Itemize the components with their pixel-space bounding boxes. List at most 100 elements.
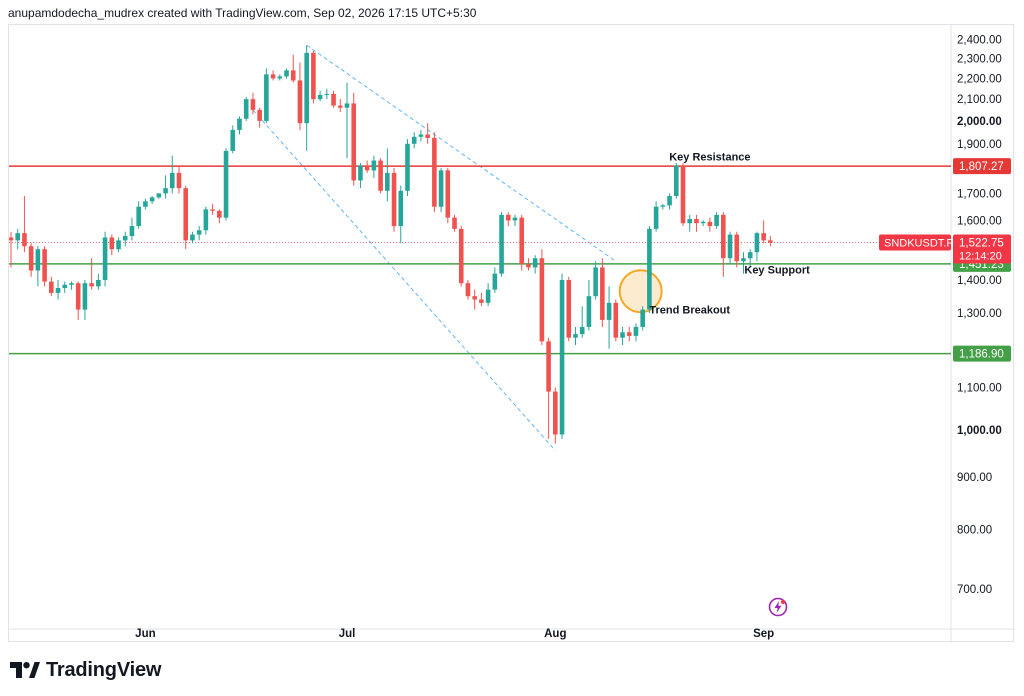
x-tick-label: Sep [753,628,774,640]
candle-body [136,206,141,227]
candle-body [573,334,578,338]
last-price-label: 1,522.75 [959,237,1004,249]
candle-body [714,214,719,227]
candle-body [458,228,464,284]
y-tick-label: 1,100.00 [957,382,1002,394]
candle-body [82,283,88,310]
candle-body [694,219,699,224]
y-tick-label: 1,400.00 [957,275,1002,287]
candle-body [606,302,612,320]
candle-body [49,281,54,293]
candlestick-chart[interactable]: 2,400.00 2,300.00 2,200.00 2,100.00 2,000.00… [9,25,1015,643]
candle-body [311,52,316,100]
y-tick-label: 1,600.00 [957,215,1002,227]
candle-body [593,267,598,297]
candle-body [385,172,390,191]
candle-body [707,221,713,227]
candle-body [586,296,592,327]
candle-body [62,284,68,288]
candle-body [653,206,659,229]
candle-body [55,287,61,293]
candle-body [129,226,135,237]
candle-body [210,209,215,211]
candle-body [432,137,437,207]
tradingview-brand: TradingView [10,658,161,682]
candle-body [22,233,27,247]
candle-body [633,326,639,336]
candle-body [324,93,330,95]
y-tick-label: 2,200.00 [957,73,1002,85]
chart-caption: anupamdodecha_mudrex created with Tradin… [8,6,477,20]
lightning-icon[interactable] [768,597,788,617]
candle-body [445,170,451,218]
candle-body [196,230,202,235]
candle-body [15,233,21,241]
candle-body [371,160,377,171]
channel-lower-line [252,109,556,451]
candle-body [398,190,404,227]
candle-body [243,99,249,119]
candle-body [203,209,209,231]
candle-body [304,52,309,124]
candle-body [600,267,605,320]
candle-body [116,240,121,250]
x-tick-label: Jun [135,628,155,640]
candle-body [270,74,276,79]
y-tick-label: 800.00 [957,524,992,536]
candle-body [741,258,746,262]
candle-body [546,341,551,392]
candle-body [700,221,706,224]
candle-body [640,309,645,327]
tradingview-logo-icon [10,662,40,678]
candle-body [425,134,430,138]
y-tick-label: 900.00 [957,472,992,484]
y-tick-label: 2,400.00 [957,35,1002,47]
candle-body [472,296,477,300]
candle-body [505,214,511,221]
countdown-label: 12:14:20 [959,250,1002,262]
candle-body [492,273,498,290]
candle-body [673,165,679,197]
y-tick-label: 2,300.00 [957,54,1002,66]
candle-body [169,172,175,189]
annotation-label: Trend Breakout [649,305,730,317]
x-tick-label: Aug [544,628,566,640]
candle-body [452,217,457,229]
candle-body [176,172,182,189]
x-tick-label: Jul [339,628,356,640]
candle-body [418,134,424,137]
candle-body [190,234,195,241]
brand-name: TradingView [46,658,162,681]
level-price-label-bg [953,158,1011,175]
candle-body [297,80,303,124]
level-price-label: 1,807.27 [959,161,1004,173]
candle-body [579,326,585,335]
last-price-tag-bg [953,234,1011,264]
candle-body [680,165,686,224]
candle-body [277,76,283,79]
candle-body [499,214,504,274]
candle-body [75,283,81,310]
candle-body [411,136,417,144]
candle-body [230,129,236,151]
candle-body [768,240,773,243]
candle-body [613,302,619,338]
annotation-label: Key Resistance [669,152,750,164]
candle-body [747,252,753,259]
candle-body [519,217,525,265]
chart-frame: 2,400.00 2,300.00 2,200.00 2,100.00 2,000.00… [8,24,1015,643]
candle-body [156,193,162,198]
symbol-tag-bg [879,234,951,251]
annotation-label: Key Support [744,265,810,277]
y-tick-label: 2,100.00 [957,94,1002,106]
candle-body [438,170,444,207]
candle-body [667,196,672,206]
candle-body [143,201,148,207]
candle-body [687,219,693,224]
candle-body [331,93,336,106]
candle-body [223,150,229,218]
candle-body [42,249,47,282]
candle-body [532,258,538,268]
candle-body [727,234,733,259]
level-price-label-bg [953,345,1011,362]
